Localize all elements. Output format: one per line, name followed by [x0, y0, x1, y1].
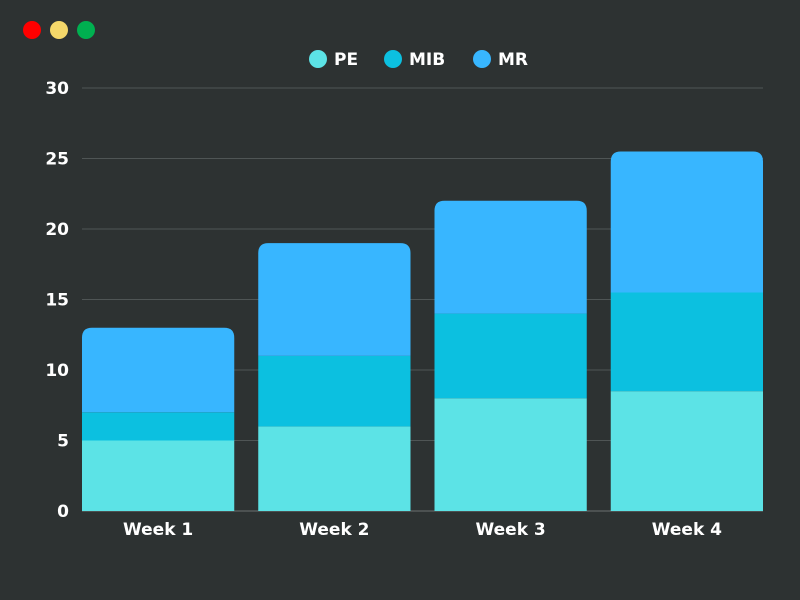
bar-segment-mib	[82, 412, 235, 441]
y-tick-label: 30	[45, 79, 69, 99]
x-tick-label: Week 2	[299, 520, 369, 540]
legend: PE MIB MR	[309, 50, 528, 70]
bar-segment-mib	[258, 355, 411, 427]
y-axis: 0 5 10 15 20 25 30	[45, 79, 69, 522]
x-tick-label: Week 1	[123, 520, 193, 540]
bar-segment-mr	[434, 200, 587, 314]
y-tick-label: 25	[45, 150, 69, 170]
bar-segment-mib	[610, 292, 763, 392]
x-tick-label: Week 3	[475, 520, 545, 540]
close-button[interactable]	[23, 21, 41, 39]
bar-segment-pe	[258, 426, 411, 511]
bar-segment-mr	[610, 151, 763, 293]
minimize-button[interactable]	[50, 21, 68, 39]
bar-segment-mib	[434, 313, 587, 399]
bar-group-week-4	[610, 151, 763, 511]
bar-group-week-3	[434, 200, 587, 511]
bar-group-week-1	[82, 327, 235, 511]
bar-segment-pe	[610, 391, 763, 511]
legend-label: MR	[498, 50, 528, 70]
bar-segment-mr	[258, 243, 411, 356]
x-tick-label: Week 4	[652, 520, 722, 540]
legend-swatch	[309, 50, 327, 68]
legend-item-pe[interactable]: PE	[309, 50, 358, 70]
x-axis: Week 1 Week 2 Week 3 Week 4	[123, 520, 722, 540]
legend-swatch	[473, 50, 491, 68]
bar-segment-pe	[82, 440, 235, 511]
y-tick-label: 0	[57, 502, 69, 522]
y-tick-label: 20	[45, 220, 69, 240]
bar-segment-mr	[82, 327, 235, 413]
y-tick-label: 10	[45, 361, 69, 381]
legend-item-mr[interactable]: MR	[473, 50, 528, 70]
maximize-button[interactable]	[77, 21, 95, 39]
legend-swatch	[384, 50, 402, 68]
bar-segment-pe	[434, 398, 587, 511]
bar-group-week-2	[258, 243, 411, 511]
window-controls	[23, 21, 95, 39]
y-tick-label: 15	[45, 291, 69, 311]
y-tick-label: 5	[57, 432, 69, 452]
legend-label: MIB	[409, 50, 445, 70]
legend-item-mib[interactable]: MIB	[384, 50, 445, 70]
legend-label: PE	[334, 50, 358, 70]
bars	[82, 151, 763, 511]
